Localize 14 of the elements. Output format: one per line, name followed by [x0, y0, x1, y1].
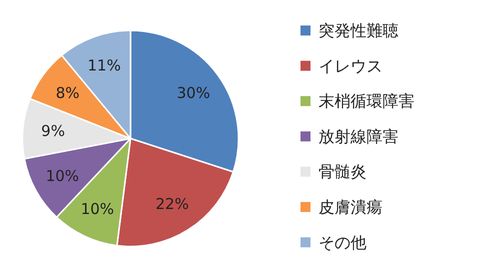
legend-label: その他: [318, 232, 366, 252]
legend-label: 放射線障害: [318, 126, 398, 146]
data-label: 10%: [46, 166, 80, 185]
data-label: 22%: [155, 195, 189, 214]
data-label: 30%: [176, 84, 210, 102]
legend-label: 突発性難聴: [318, 21, 398, 40]
legend-label: イレウス: [318, 56, 382, 76]
data-label: 9%: [41, 122, 65, 140]
legend-label: 皮膚潰瘍: [318, 198, 382, 216]
legend-label: 骨髄炎: [318, 162, 366, 182]
data-label: 8%: [56, 84, 80, 102]
data-label: 11%: [87, 56, 121, 74]
legend-label: 末梢循環障害: [318, 92, 414, 111]
data-label: 10%: [80, 200, 114, 218]
